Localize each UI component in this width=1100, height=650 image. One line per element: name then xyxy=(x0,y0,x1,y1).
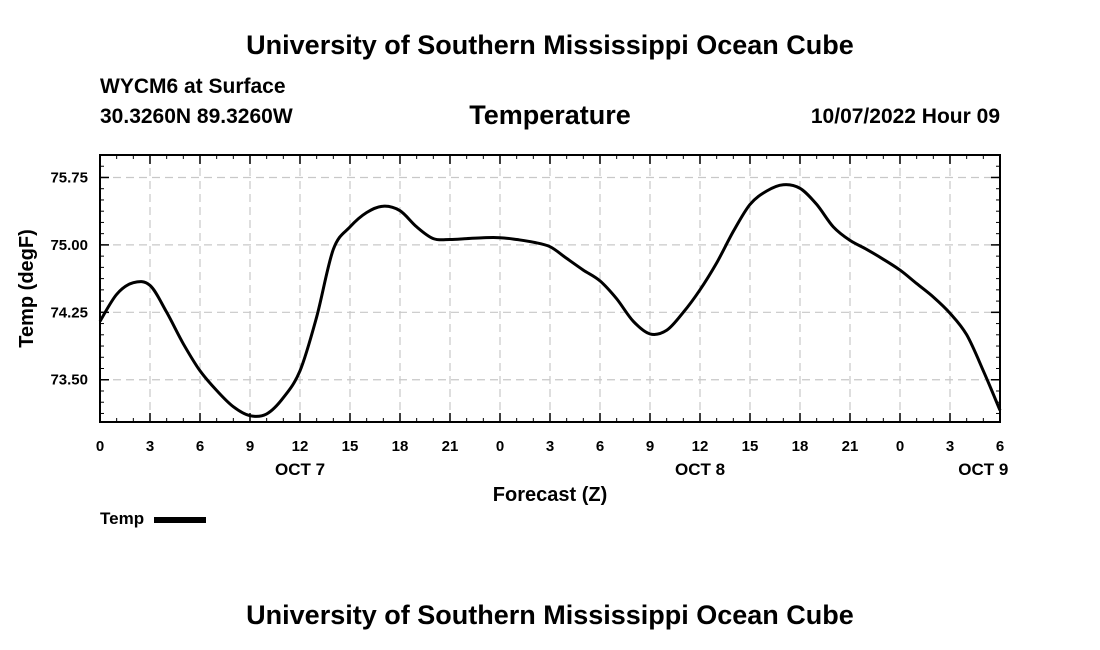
x-tick-label: 12 xyxy=(292,438,309,455)
x-tick-label: 0 xyxy=(96,438,104,455)
x-tick-label: 0 xyxy=(496,438,504,455)
x-axis-label: Forecast (Z) xyxy=(493,484,607,506)
x-tick-label: 21 xyxy=(442,438,459,455)
forecast-timestamp: 10/07/2022 Hour 09 xyxy=(810,105,1000,128)
x-tick-label: 0 xyxy=(896,438,904,455)
x-tick-label: 12 xyxy=(692,438,709,455)
legend: Temp xyxy=(100,509,207,529)
x-date-label: OCT 7 xyxy=(275,460,325,479)
x-tick-label: 15 xyxy=(342,438,359,455)
station-label: WYCM6 at Surface xyxy=(100,75,286,98)
footer-title: University of Southern Mississippi Ocean… xyxy=(246,600,854,630)
y-axis-label: Temp (degF) xyxy=(16,229,38,348)
legend-line-swatch xyxy=(154,517,207,523)
x-tick-label: 9 xyxy=(246,438,254,455)
x-tick-label: 6 xyxy=(996,438,1004,455)
grid xyxy=(100,155,1000,422)
y-tick-label: 75.75 xyxy=(50,169,88,186)
page-title: University of Southern Mississippi Ocean… xyxy=(246,30,854,60)
y-tick-label: 74.25 xyxy=(50,304,88,321)
chart-title: Temperature xyxy=(469,100,631,130)
x-tick-label: 6 xyxy=(196,438,204,455)
x-tick-label: 18 xyxy=(392,438,409,455)
x-tick-label: 3 xyxy=(946,438,954,455)
coordinates-label: 30.3260N 89.3260W xyxy=(100,105,293,128)
y-tick-label: 75.00 xyxy=(50,237,88,254)
x-tick-label: 21 xyxy=(842,438,859,455)
x-tick-label: 18 xyxy=(792,438,809,455)
x-tick-label: 3 xyxy=(146,438,154,455)
x-tick-label: 3 xyxy=(546,438,554,455)
x-date-label: OCT 8 xyxy=(675,460,725,479)
x-date-label: OCT 9 xyxy=(958,460,1008,479)
x-tick-label: 9 xyxy=(646,438,654,455)
x-tick-label: 15 xyxy=(742,438,759,455)
y-tick-label: 73.50 xyxy=(50,372,88,389)
axes: 0 3 6 9 12 15 18 21 0 3 6 9 12 15 18 21 0 3 6 73.50 74.25 75.… xyxy=(50,155,1008,479)
x-tick-label: 6 xyxy=(596,438,604,455)
legend-label: Temp xyxy=(100,509,145,528)
